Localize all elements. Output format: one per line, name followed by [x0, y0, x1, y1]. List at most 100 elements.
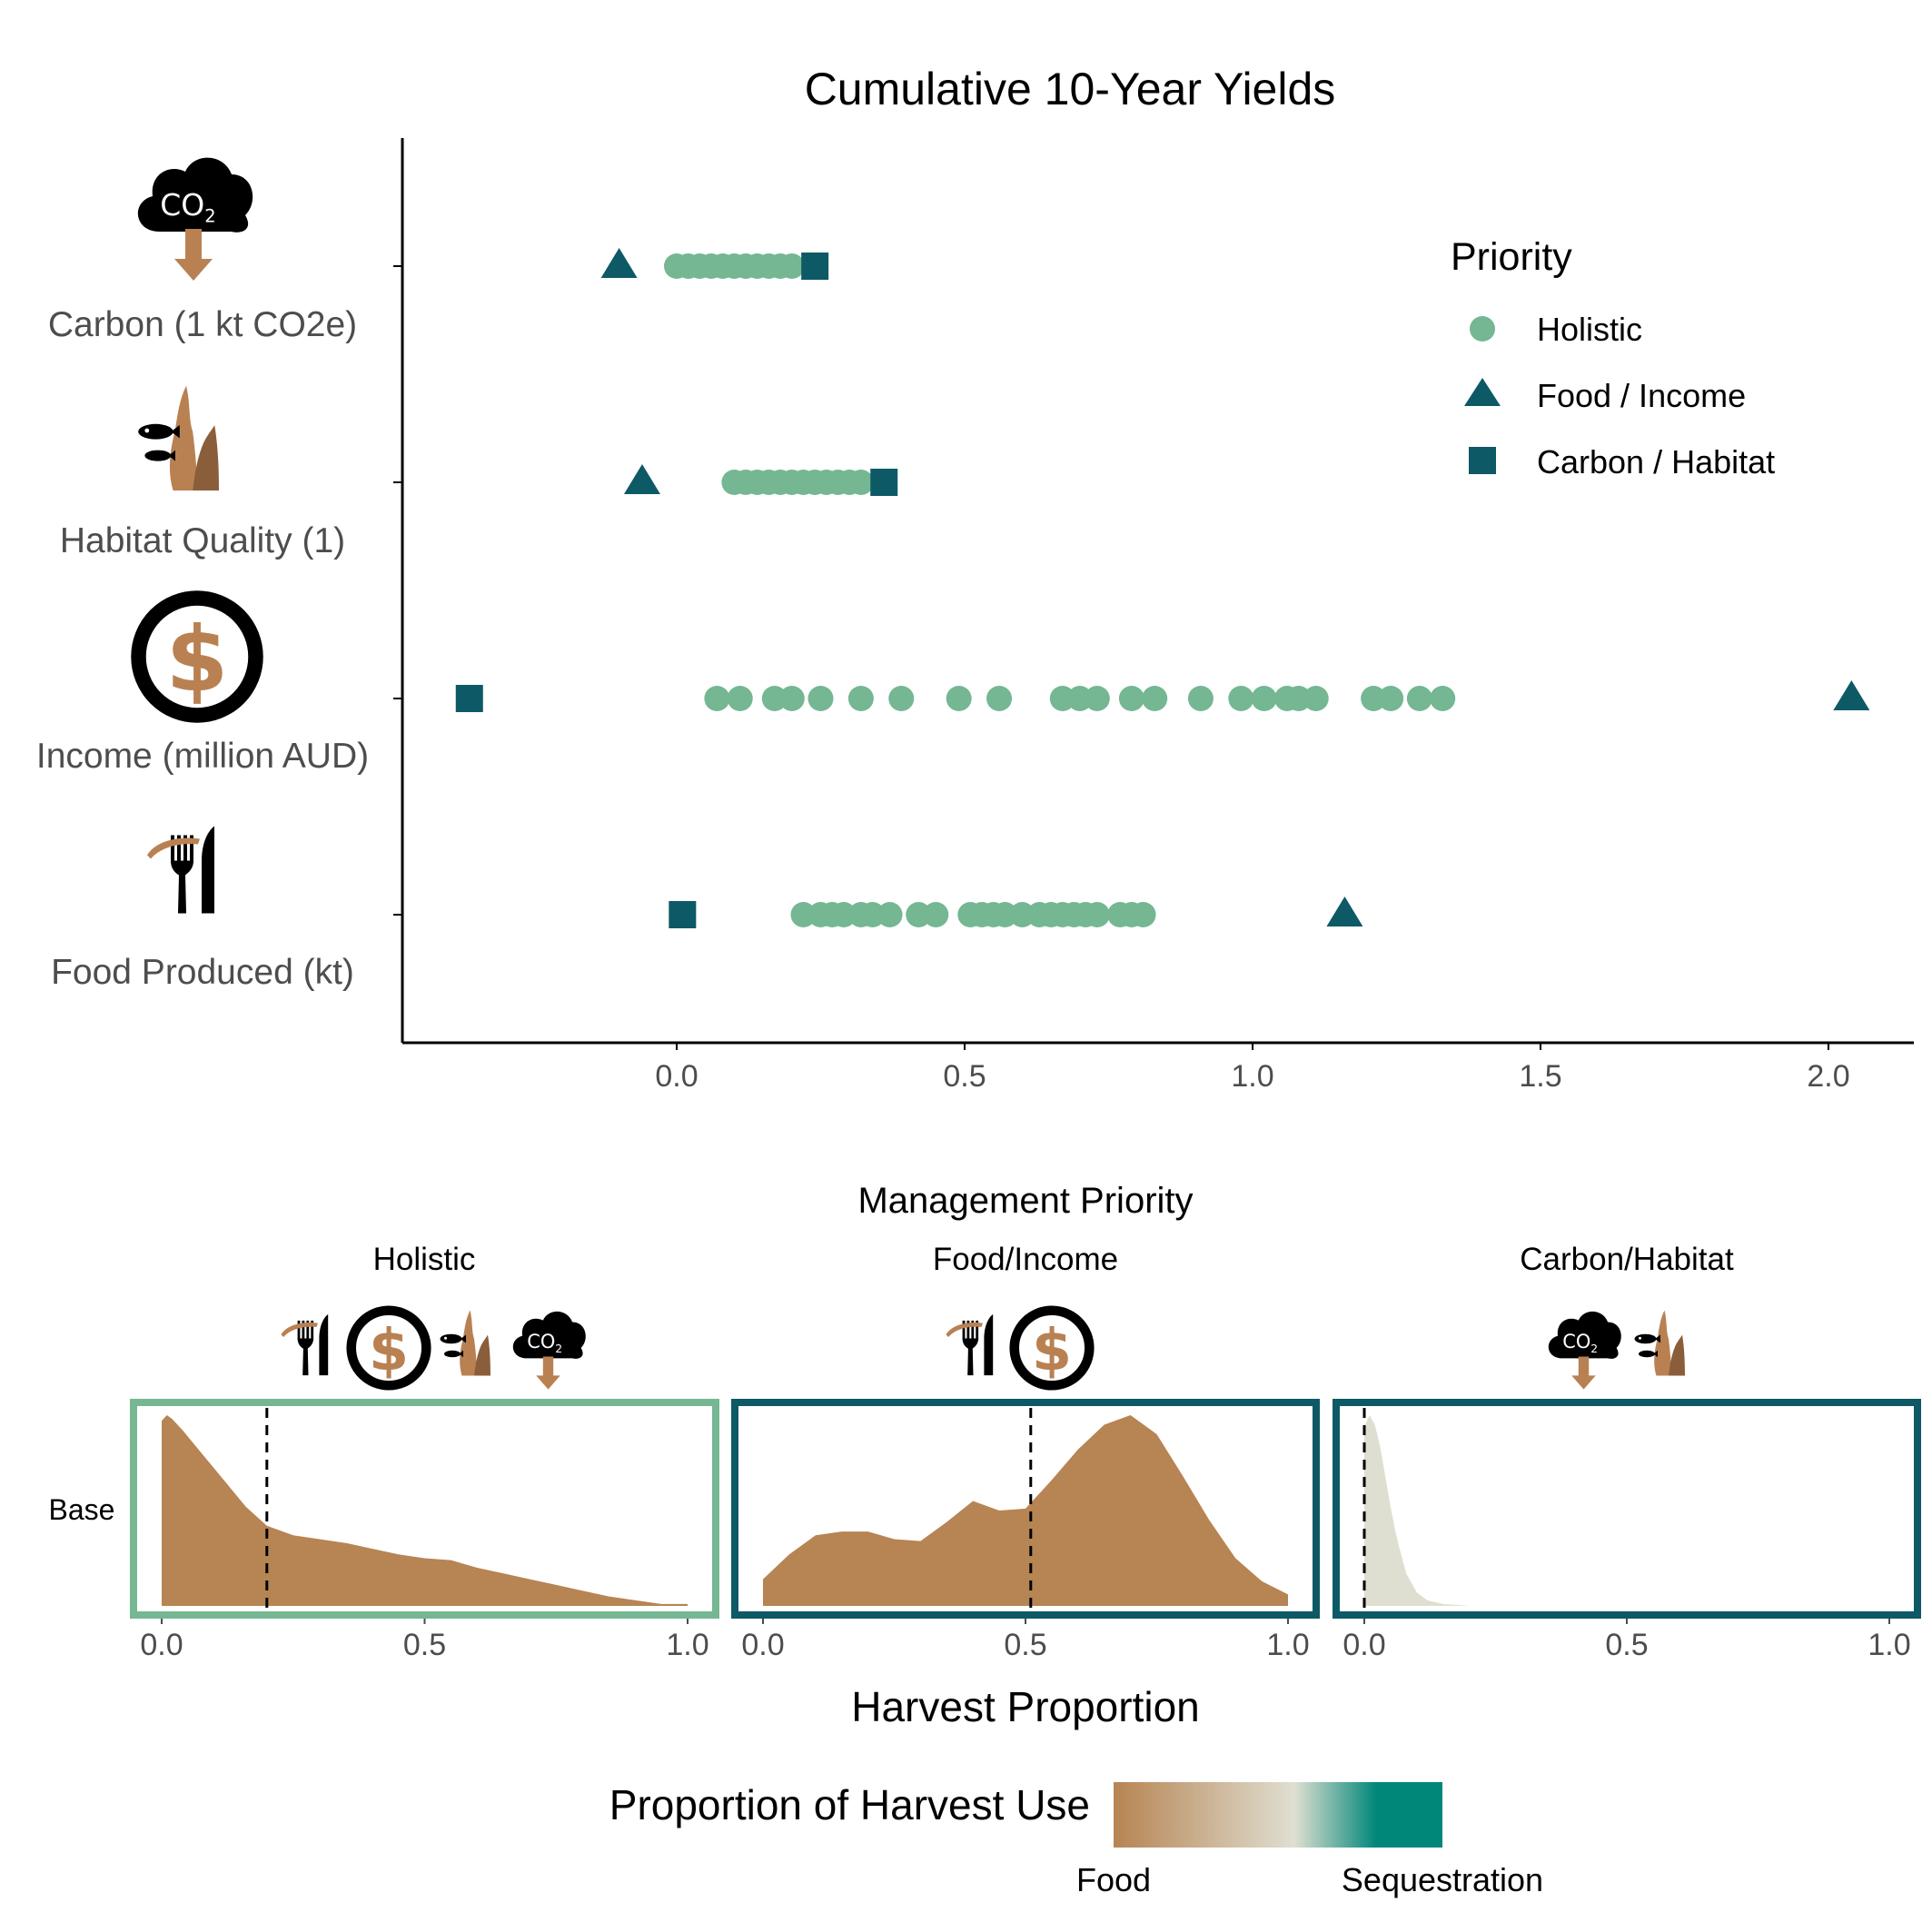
- density-area: [763, 1415, 1288, 1606]
- x-tick-label: 2.0: [1807, 1059, 1849, 1094]
- x-tick-label: 1.0: [666, 1628, 708, 1662]
- colorbar-title: Proportion of Harvest Use: [609, 1781, 1090, 1828]
- seaweed-with-fish-icon: [1634, 1310, 1685, 1376]
- x-tick-label: 0.0: [1342, 1628, 1385, 1662]
- point-holistic-income-million-aud: [1378, 686, 1404, 711]
- legend-label-carbon-habitat: Carbon / Habitat: [1537, 443, 1775, 481]
- point-holistic-income-million-aud: [1251, 686, 1277, 711]
- point-holistic-income-million-aud: [778, 686, 805, 711]
- density-area: [162, 1415, 688, 1606]
- dollar-coin-icon: [1015, 1311, 1090, 1386]
- seaweed-with-fish-icon: [138, 385, 219, 490]
- y-label-food: Food Produced (kt): [51, 953, 354, 992]
- x-tick-label: 1.0: [1266, 1628, 1309, 1662]
- bottom-chart-title: Management Priority: [857, 1181, 1193, 1221]
- point-holistic-food-produced-kt: [1130, 902, 1156, 927]
- panel-frame: [1333, 1399, 1921, 1619]
- x-tick-label: 0.5: [403, 1628, 446, 1662]
- point-holistic-income-million-aud: [847, 686, 874, 711]
- point-holistic-income-million-aud: [1187, 686, 1214, 711]
- y-label-habitat: Habitat Quality (1): [60, 521, 345, 560]
- y-category-income: Income (million AUD): [36, 599, 369, 776]
- point-holistic-income-million-aud: [1430, 686, 1456, 711]
- point-food-income-habitat-quality-1: [623, 464, 660, 494]
- point-holistic-income-million-aud: [1084, 686, 1110, 711]
- colorbar-label-sequestration: Sequestration: [1342, 1861, 1543, 1898]
- panel-carbon-habitat: Carbon/Habitat 0.0 0.5 1.0: [1333, 1242, 1921, 1662]
- point-food-income-income-million-aud: [1833, 680, 1870, 710]
- panel-frame: [130, 1399, 719, 1619]
- point-carbon-habitat-food-produced-kt: [669, 901, 697, 928]
- dollar-coin-icon: [139, 599, 256, 716]
- co2-cloud-down-arrow-icon: [1548, 1311, 1621, 1390]
- point-carbon-habitat-income-million-aud: [455, 685, 483, 712]
- density-area: [1364, 1415, 1496, 1606]
- panel-title-carbon-habitat: Carbon/Habitat: [1520, 1242, 1734, 1277]
- panel-title-food-income: Food/Income: [933, 1242, 1118, 1277]
- co2-cloud-down-arrow-icon: [512, 1311, 586, 1390]
- top-chart-title: Cumulative 10-Year Yields: [805, 64, 1336, 114]
- x-tick-label: 0.0: [655, 1059, 698, 1094]
- point-holistic-food-produced-kt: [877, 902, 903, 927]
- legend-key-food-income: [1464, 378, 1501, 406]
- x-tick-label: 0.5: [1605, 1628, 1648, 1662]
- y-label-carbon: Carbon (1 kt CO2e): [48, 305, 357, 344]
- point-holistic-income-million-aud: [888, 686, 915, 711]
- legend-key-holistic: [1470, 316, 1495, 342]
- point-holistic-income-million-aud: [946, 686, 972, 711]
- point-holistic-food-produced-kt: [923, 902, 949, 927]
- point-holistic-income-million-aud: [1303, 686, 1329, 711]
- legend-key-carbon-habitat: [1469, 447, 1496, 474]
- top-x-ticks: 0.0 0.5 1.0 1.5 2.0: [655, 1043, 1850, 1094]
- point-holistic-income-million-aud: [1142, 686, 1168, 711]
- top-data-points: [455, 248, 1870, 928]
- density-carbon-habitat: 0.0 0.5 1.0: [1333, 1399, 1921, 1662]
- y-category-food: Food Produced (kt): [51, 826, 354, 992]
- bottom-x-axis-label: Harvest Proportion: [851, 1683, 1200, 1730]
- fork-knife-seaweed-icon: [281, 1313, 329, 1376]
- point-holistic-food-produced-kt: [1084, 902, 1110, 927]
- legend-title: Priority: [1451, 235, 1572, 279]
- panel-food-income: Food/Income 0.0 0.5 1.0: [731, 1242, 1320, 1662]
- dollar-coin-icon: [352, 1311, 427, 1386]
- top-legend: Priority Holistic Food / Income Carbon /…: [1451, 235, 1775, 481]
- point-food-income-food-produced-kt: [1326, 897, 1363, 926]
- panel-title-holistic: Holistic: [373, 1242, 476, 1277]
- point-food-income-carbon-1-kt-co2e: [600, 248, 638, 278]
- top-plot-area: 0.0 0.5 1.0 1.5 2.0: [393, 138, 1914, 1094]
- point-holistic-income-million-aud: [986, 686, 1013, 711]
- x-tick-label: 1.0: [1231, 1059, 1273, 1094]
- point-holistic-income-million-aud: [1406, 686, 1432, 711]
- x-tick-label: 0.5: [943, 1059, 986, 1094]
- colorbar-gradient: [1114, 1782, 1442, 1848]
- y-category-habitat: Habitat Quality (1): [60, 385, 345, 560]
- point-carbon-habitat-carbon-1-kt-co2e: [801, 253, 829, 280]
- point-holistic-income-million-aud: [704, 686, 730, 711]
- point-holistic-income-million-aud: [1118, 686, 1144, 711]
- y-label-income: Income (million AUD): [36, 737, 369, 776]
- x-tick-label: 1.5: [1519, 1059, 1561, 1094]
- point-holistic-income-million-aud: [727, 686, 753, 711]
- co2-cloud-down-arrow-icon: [137, 157, 253, 281]
- colorbar-label-food: Food: [1076, 1861, 1151, 1898]
- density-holistic: 0.0 0.5 1.0: [130, 1399, 719, 1662]
- panel-holistic: Holistic 0.0 0.5 1.0: [130, 1242, 719, 1662]
- x-tick-label: 0.5: [1004, 1628, 1046, 1662]
- point-holistic-income-million-aud: [1228, 686, 1254, 711]
- point-holistic-carbon-1-kt-co2e: [778, 253, 805, 279]
- legend-label-holistic: Holistic: [1537, 311, 1642, 348]
- y-category-carbon: Carbon (1 kt CO2e): [48, 157, 357, 344]
- seaweed-with-fish-icon: [440, 1310, 490, 1376]
- point-holistic-income-million-aud: [807, 686, 834, 711]
- point-holistic-habitat-quality-1: [847, 470, 874, 495]
- fork-knife-seaweed-icon: [147, 826, 214, 914]
- fork-knife-seaweed-icon: [946, 1313, 994, 1376]
- density-food-income: 0.0 0.5 1.0: [731, 1399, 1320, 1662]
- colorbar-legend: Proportion of Harvest Use Food Sequestra…: [609, 1781, 1543, 1898]
- panel-frame: [731, 1399, 1320, 1619]
- x-tick-label: 0.0: [741, 1628, 784, 1662]
- legend-label-food-income: Food / Income: [1537, 377, 1746, 414]
- top-y-ticks: [393, 265, 402, 916]
- x-tick-label: 0.0: [140, 1628, 183, 1662]
